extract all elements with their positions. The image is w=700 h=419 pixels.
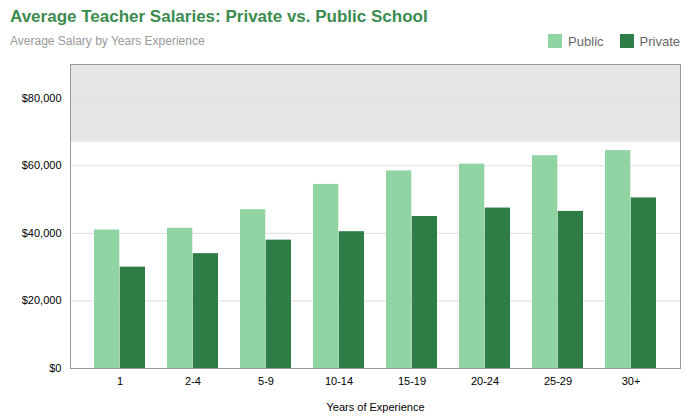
svg-text:10-14: 10-14	[325, 375, 353, 387]
svg-text:$40,000: $40,000	[22, 227, 62, 239]
svg-text:$60,000: $60,000	[22, 159, 62, 171]
html-text:Public: Public	[568, 33, 604, 49]
svg-text:$80,000: $80,000	[22, 92, 62, 104]
html-text:Average Teacher Salaries: Priv: Average Teacher Salaries: Private vs. Pu…	[10, 7, 428, 26]
svg-text:1: 1	[117, 375, 123, 387]
svg-text:30+: 30+	[622, 375, 641, 387]
svg-text:5-9: 5-9	[258, 375, 274, 387]
svg-text:2-4: 2-4	[185, 375, 201, 387]
svg-text:20-24: 20-24	[471, 375, 499, 387]
html-text:Private: Private	[639, 33, 680, 49]
svg-text:15-19: 15-19	[398, 375, 426, 387]
svg-text:Years of Experience: Years of Experience	[326, 401, 424, 413]
svg-text:$0: $0	[49, 362, 61, 374]
html-text:Average Salary by Years Experi: Average Salary by Years Experience	[10, 34, 205, 48]
svg-text:25-29: 25-29	[544, 375, 572, 387]
svg-text:$20,000: $20,000	[22, 294, 62, 306]
